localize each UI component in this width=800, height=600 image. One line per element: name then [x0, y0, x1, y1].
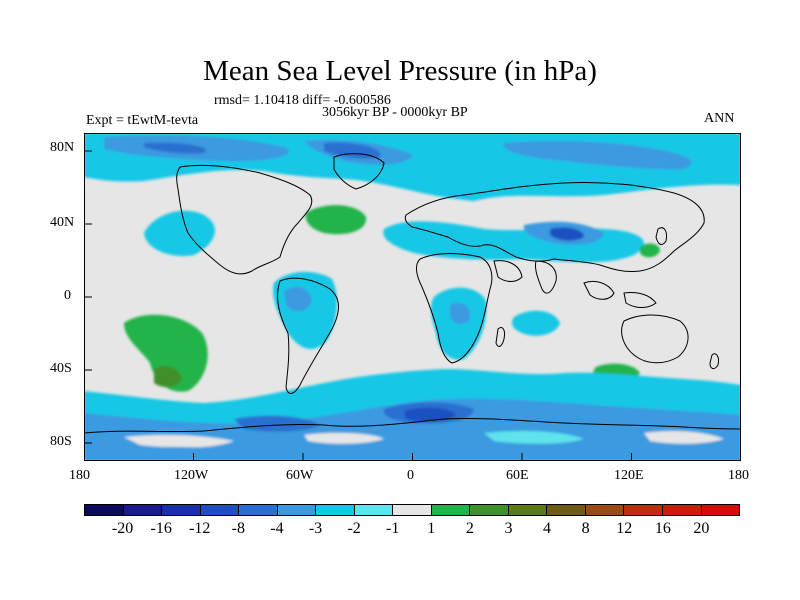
- colorbar-swatch: [162, 505, 201, 515]
- colorbar-swatch: [701, 505, 740, 515]
- lon-label: 180: [728, 468, 749, 483]
- colorbar-swatch: [470, 505, 509, 515]
- lat-label: 0: [64, 288, 71, 303]
- colorbar-swatch: [585, 505, 625, 515]
- colorbar-swatch: [123, 505, 163, 515]
- season-label: ANN: [704, 111, 735, 126]
- colorbar-swatch: [431, 505, 471, 515]
- colorbar-label: 12: [616, 520, 633, 537]
- plot-title: Mean Sea Level Pressure (in hPa): [203, 55, 597, 87]
- colorbar-label: 3: [504, 520, 513, 537]
- colorbar-label: -3: [308, 520, 323, 537]
- colorbar-swatch: [277, 505, 317, 515]
- colorbar: [84, 504, 740, 516]
- colorbar-label: -8: [231, 520, 246, 537]
- lat-label: 40N: [50, 215, 75, 230]
- colorbar-label: 20: [693, 520, 710, 537]
- experiment-label: Expt = tEwtM-tevta: [86, 113, 199, 128]
- colorbar-swatch: [85, 505, 124, 515]
- colorbar-label: 2: [465, 520, 474, 537]
- colorbar-swatch: [316, 505, 355, 515]
- map-panel: [83, 133, 742, 461]
- colorbar-label: 16: [654, 520, 671, 537]
- colorbar-label: 8: [581, 520, 590, 537]
- lon-label: 180: [69, 468, 90, 483]
- colorbar-swatch: [239, 505, 278, 515]
- colorbar-label: -20: [111, 520, 134, 537]
- pressure-map: [83, 133, 742, 461]
- colorbar-label: -12: [189, 520, 211, 537]
- coastlines: [83, 153, 742, 434]
- colorbar-swatch: [508, 505, 548, 515]
- colorbar-swatch: [624, 505, 663, 515]
- lon-label: 120E: [614, 468, 644, 483]
- tick-marks: [83, 150, 632, 461]
- lat-label: 40S: [50, 361, 72, 376]
- lon-label: 60E: [506, 468, 529, 483]
- colorbar-swatch: [393, 505, 432, 515]
- lon-label: 0: [407, 468, 414, 483]
- colorbar-swatch: [662, 505, 702, 515]
- colorbar-label: -4: [270, 520, 284, 537]
- colorbar-label: 4: [543, 520, 552, 537]
- colorbar-swatch: [200, 505, 240, 515]
- colorbar-swatch: [547, 505, 586, 515]
- lon-label: 60W: [286, 468, 314, 483]
- colorbar-label: -16: [150, 520, 172, 537]
- stats-text: rmsd= 1.10418 diff= -0.600586: [214, 93, 391, 108]
- colorbar-label: 1: [427, 520, 436, 537]
- lat-label: 80S: [50, 434, 72, 449]
- lon-label: 120W: [174, 468, 209, 483]
- period-label: 3056kyr BP - 0000kyr BP: [322, 105, 468, 120]
- colorbar-swatch: [354, 505, 394, 515]
- colorbar-label: -2: [347, 520, 361, 537]
- lat-label: 80N: [50, 140, 75, 155]
- colorbar-label: -1: [386, 520, 400, 537]
